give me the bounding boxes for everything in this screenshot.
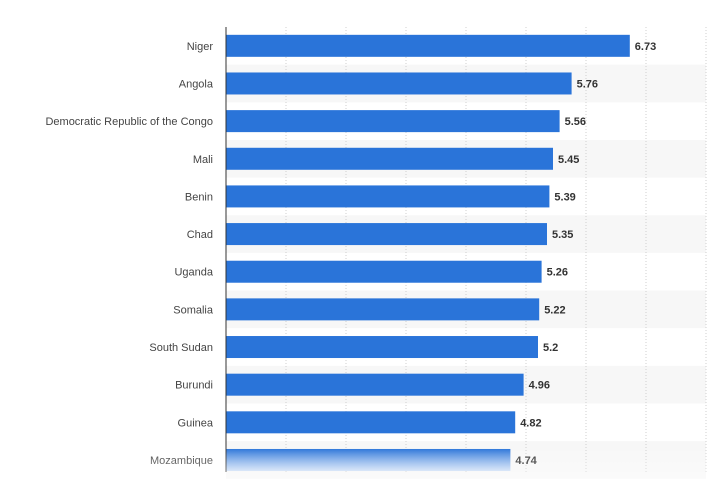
category-label: South Sudan (149, 342, 213, 354)
value-label: 5.39 (554, 191, 575, 203)
bar[interactable] (226, 185, 550, 208)
bar[interactable] (226, 72, 572, 95)
category-label: Niger (187, 41, 214, 53)
value-label: 4.96 (529, 380, 550, 392)
bar[interactable] (226, 260, 542, 283)
bar[interactable] (226, 336, 538, 359)
category-label: Burundi (175, 380, 213, 392)
value-label: 5.45 (558, 154, 579, 166)
bar[interactable] (226, 110, 560, 133)
gridlines (285, 27, 707, 472)
bar[interactable] (226, 223, 547, 246)
value-label: 6.73 (635, 41, 656, 53)
bar[interactable] (226, 411, 516, 434)
value-label: 5.35 (552, 229, 573, 241)
category-label: Guinea (178, 417, 214, 429)
bar[interactable] (226, 147, 553, 170)
bar[interactable] (226, 34, 630, 57)
bars (226, 34, 630, 471)
category-label: Mali (193, 154, 213, 166)
value-label: 5.2 (543, 342, 558, 354)
bar[interactable] (226, 373, 524, 396)
category-label: Uganda (174, 267, 213, 279)
category-label: Democratic Republic of the Congo (45, 116, 213, 128)
bar[interactable] (226, 298, 540, 321)
category-label: Chad (187, 229, 213, 241)
value-label: 4.82 (520, 417, 541, 429)
category-label: Somalia (173, 304, 214, 316)
value-label: 4.74 (515, 455, 537, 467)
value-label: 5.26 (547, 267, 568, 279)
value-label: 5.56 (565, 116, 586, 128)
category-label: Mozambique (150, 455, 213, 467)
bar[interactable] (226, 448, 511, 471)
value-label: 5.22 (544, 304, 565, 316)
category-label: Benin (185, 191, 213, 203)
category-labels: Niger Angola Democratic Republic of the Co… (45, 41, 213, 467)
category-label: Angola (179, 78, 214, 90)
value-label: 5.76 (577, 78, 598, 90)
